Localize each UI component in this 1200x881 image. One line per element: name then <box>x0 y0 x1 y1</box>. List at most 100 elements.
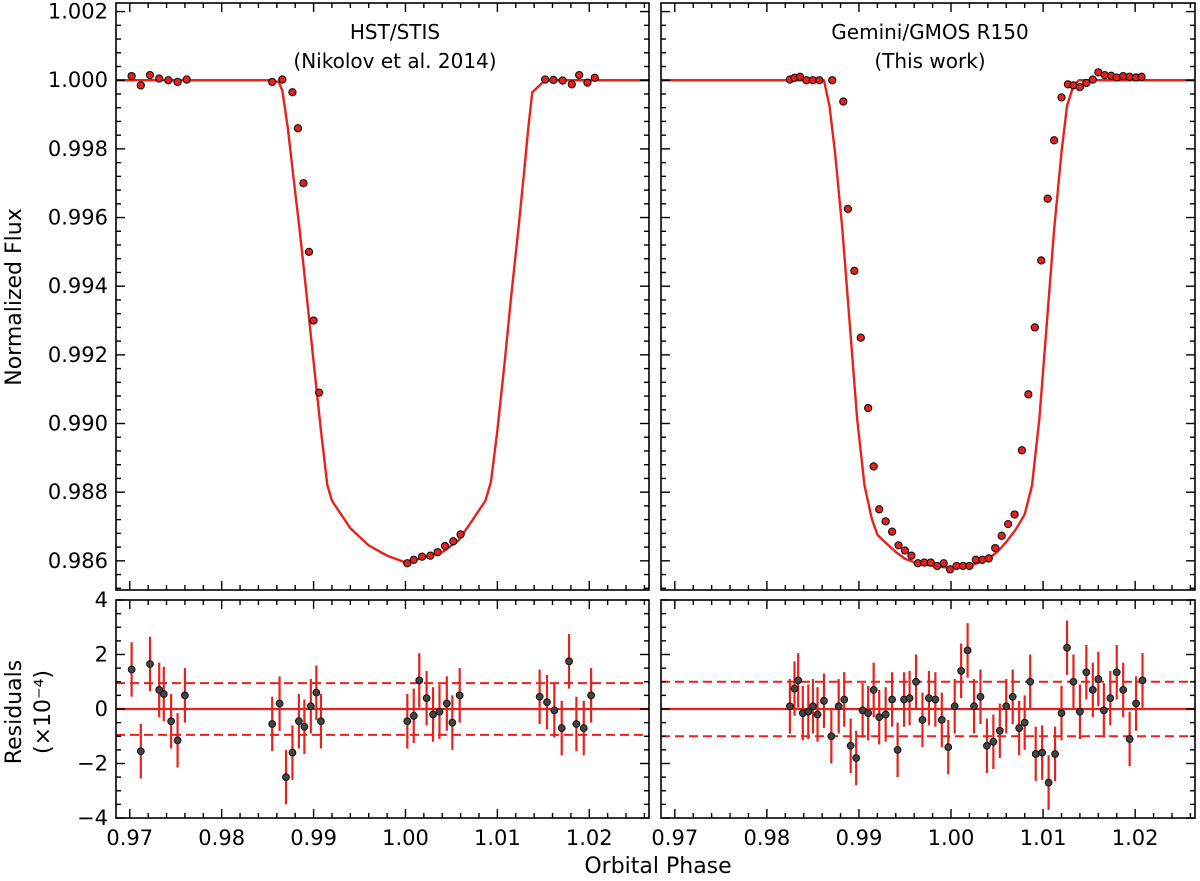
panel-left-flux-point <box>299 179 308 188</box>
panel-right-flux-point <box>875 505 884 514</box>
panel-right-flux-point <box>856 333 865 342</box>
panel-right-flux-point <box>1137 72 1146 81</box>
panel-left-flux-point <box>403 559 412 568</box>
x-tick-label: 1.02 <box>1112 826 1159 850</box>
panel-right-flux-point <box>1057 93 1066 102</box>
panel-right-residual-point <box>912 677 920 686</box>
x-tick-label: 0.99 <box>290 826 337 850</box>
panel-right-residual-point <box>983 741 991 750</box>
panel-right-residual-point <box>804 707 813 716</box>
panel-left-flux-point <box>440 541 450 551</box>
x-tick-label: 0.98 <box>198 826 245 850</box>
panel-right-residual-point <box>1076 707 1084 716</box>
panel-left-residual-point <box>300 722 309 731</box>
panel-left-residual-point <box>127 665 136 674</box>
panel-right-residual-point <box>852 754 861 762</box>
panel-right-flux-point <box>900 546 910 555</box>
panel-right-flux-point <box>843 204 853 214</box>
panel-right-flux-frame <box>660 2 1196 591</box>
panel-right-residual-point <box>905 694 914 702</box>
panel-right-residual-point <box>875 713 884 722</box>
y-tick-label-flux: 0.990 <box>48 412 108 436</box>
y-axis-title-residuals-unit: (×10⁻⁴) <box>31 670 56 754</box>
panel-right-residual-point <box>1069 677 1078 686</box>
panel-right-residual-point <box>827 732 836 741</box>
panel-right-residual-point <box>1132 699 1140 708</box>
panel-right-residual-point <box>1125 735 1134 743</box>
panel-right-residual-point <box>1026 677 1035 686</box>
panel-right-residual-point <box>1094 675 1103 683</box>
panel-left-residual-point <box>435 707 444 716</box>
panel-left-flux-point <box>309 316 318 325</box>
y-tick-label-residual: −4 <box>77 806 108 830</box>
panel-left-residual-point <box>294 717 303 726</box>
panel-right-flux-point <box>984 554 993 563</box>
panel-right-flux-point <box>869 462 878 471</box>
panel-right-residual-point <box>1020 718 1029 727</box>
panel-right-flux-point <box>945 565 955 574</box>
panel-left-residual-point <box>572 720 581 728</box>
x-tick-label: 0.99 <box>836 826 883 850</box>
panel-left-residual-point <box>543 698 551 707</box>
panel-left-flux-point <box>549 75 558 85</box>
panel-left-residual-point <box>167 717 176 726</box>
panel-left-residual-point <box>146 660 154 668</box>
panel-right-residual-point <box>944 743 953 752</box>
panel-right-residual-point <box>1038 748 1047 757</box>
panel-right-residual-point <box>888 695 896 704</box>
panel-left-residual-point <box>159 690 168 698</box>
panel-left-flux-point <box>575 70 584 80</box>
panel-right-residual-point <box>995 726 1004 735</box>
panel-right-title-line1: Gemini/GMOS R150 <box>831 20 1028 44</box>
panel-right-flux-point <box>864 403 873 413</box>
y-tick-label-flux: 0.996 <box>48 206 108 230</box>
panel-right-residual-point <box>970 702 978 711</box>
panel-right-residual-point <box>864 709 873 717</box>
panel-right-residual-point <box>950 702 959 711</box>
y-tick-label-flux: 0.992 <box>48 343 108 367</box>
panel-right-residual-point <box>957 666 966 675</box>
panel-left-residual-point <box>136 747 145 756</box>
panel-left-flux-point <box>433 548 442 557</box>
panel-right-flux-point <box>1017 446 1027 455</box>
panel-right-flux-point <box>894 541 903 550</box>
panel-left-flux-point <box>590 73 599 82</box>
panel-left-flux-point <box>293 124 303 133</box>
panel-right-residual-point <box>1031 750 1040 758</box>
x-axis-title: Orbital Phase <box>584 854 731 879</box>
panel-left-flux-point <box>278 75 287 84</box>
panel-left-residual-point <box>587 691 596 700</box>
panel-right-residual-point <box>1119 686 1128 694</box>
panel-right-flux-point <box>1075 82 1085 92</box>
panel-left-flux-point <box>449 537 458 546</box>
panel-left-residual-point <box>455 691 464 700</box>
panel-left-flux-point <box>164 76 173 85</box>
x-tick-label: 1.01 <box>1020 826 1067 850</box>
panel-right-flux-point <box>1024 390 1033 399</box>
panel-right-residual-point <box>1082 668 1091 677</box>
panel-left-flux-plot <box>116 70 649 568</box>
panel-left-flux-point <box>409 555 418 564</box>
y-tick-label-flux: 1.000 <box>48 68 108 92</box>
panel-right-residual-plot <box>661 620 1195 810</box>
y-tick-label-flux: 0.988 <box>48 480 108 504</box>
panel-right-residual-point <box>834 702 843 711</box>
y-tick-label-flux: 0.994 <box>48 274 108 298</box>
panel-right-flux-point <box>828 76 837 85</box>
panel-right-flux-point <box>1010 510 1019 519</box>
panel-right-residual-point <box>813 710 822 719</box>
x-tick-label: 1.00 <box>382 826 429 850</box>
panel-left-residual-point <box>312 688 321 697</box>
panel-right-residual-point <box>794 676 803 685</box>
panel-right-residual-point <box>1008 692 1017 701</box>
x-tick-label: 0.97 <box>651 826 698 850</box>
panel-right-flux-point <box>1037 256 1046 265</box>
panel-left-residual-point <box>403 717 412 726</box>
panel-right-residual-point <box>1057 709 1066 717</box>
panel-right-flux-point <box>795 72 805 81</box>
panel-left-flux-point <box>145 70 155 80</box>
panel-left-residual-point <box>173 736 182 745</box>
panel-right-residual-point <box>1138 676 1147 685</box>
panel-right-residual-point <box>989 737 998 746</box>
